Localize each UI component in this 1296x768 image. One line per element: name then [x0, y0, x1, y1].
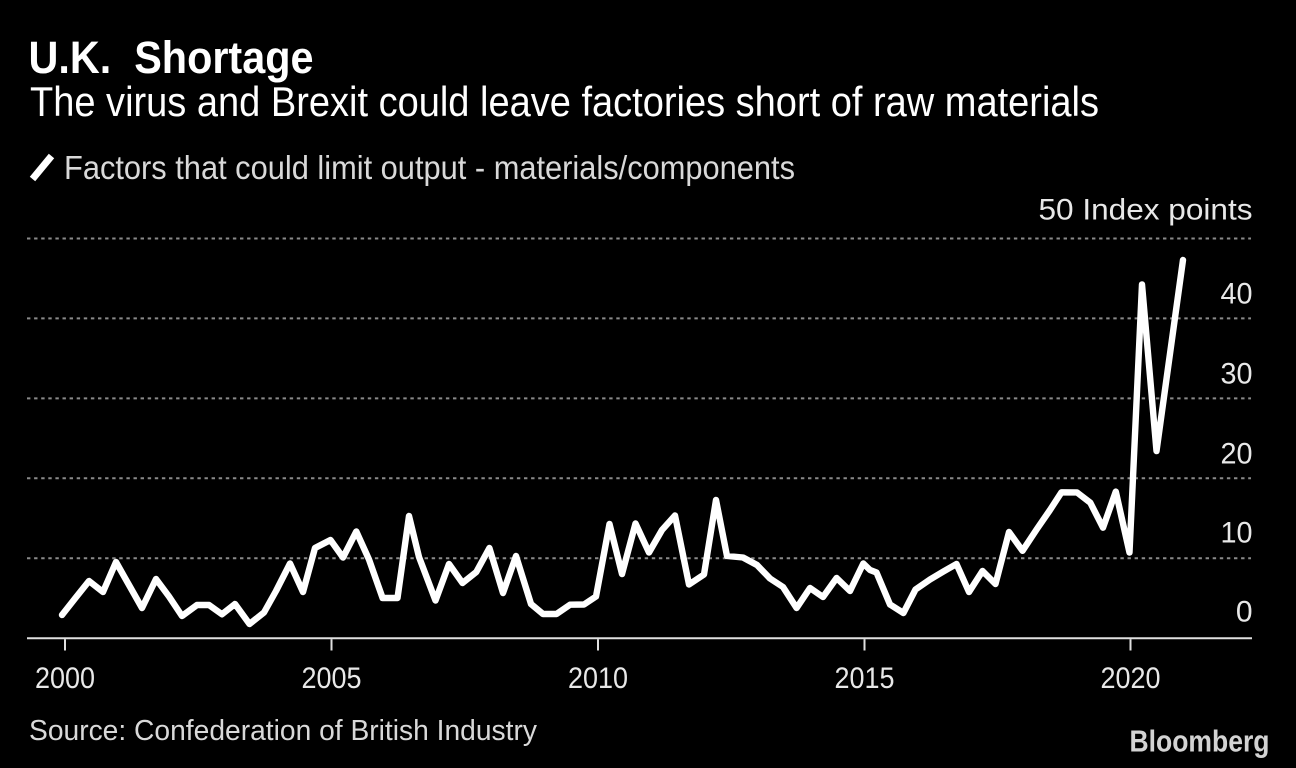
- svg-text:2015: 2015: [835, 662, 895, 695]
- svg-text:20: 20: [1221, 437, 1253, 470]
- svg-text:0: 0: [1236, 596, 1253, 629]
- svg-text:Factors that could limit outpu: Factors that could limit output - materi…: [64, 149, 795, 186]
- svg-text:2000: 2000: [35, 662, 95, 695]
- svg-text:Bloomberg: Bloomberg: [1130, 724, 1270, 759]
- svg-text:Source: Confederation of Briti: Source: Confederation of British Industr…: [29, 715, 538, 747]
- svg-text:2010: 2010: [568, 662, 628, 695]
- svg-text:40: 40: [1221, 278, 1253, 311]
- svg-text:2005: 2005: [302, 662, 362, 695]
- svg-text:50 Index points: 50 Index points: [1039, 194, 1253, 227]
- svg-text:U.K. Shortage: U.K. Shortage: [29, 32, 314, 83]
- svg-text:30: 30: [1221, 357, 1253, 390]
- svg-text:The virus and Brexit could lea: The virus and Brexit could leave factori…: [30, 78, 1099, 125]
- svg-text:2020: 2020: [1101, 662, 1161, 695]
- svg-text:10: 10: [1221, 517, 1253, 550]
